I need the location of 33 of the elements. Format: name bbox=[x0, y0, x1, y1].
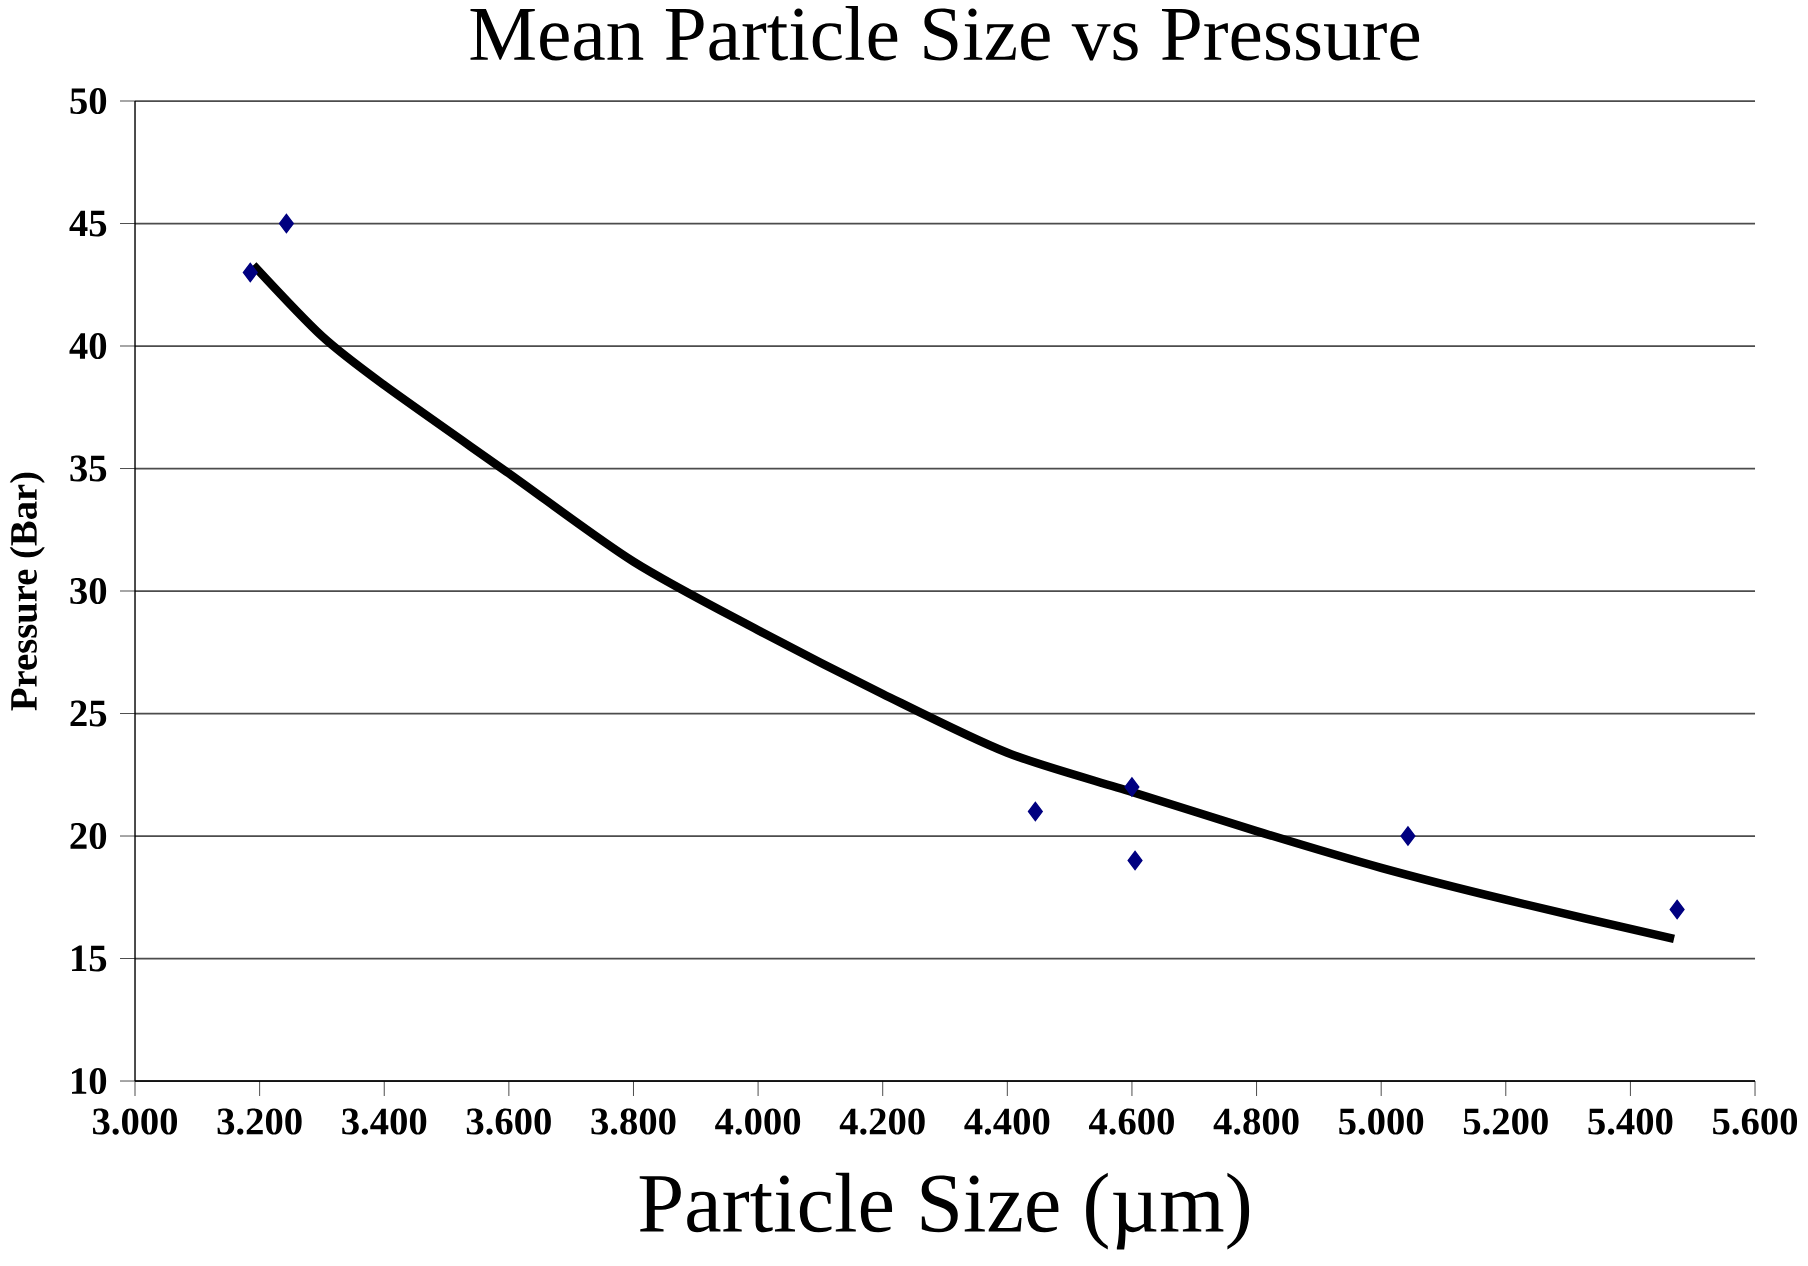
chart-title: Mean Particle Size vs Pressure bbox=[470, 6, 1420, 61]
y-tick-label: 15 bbox=[72, 945, 107, 972]
x-tick-label: 5.400 bbox=[1588, 1108, 1673, 1135]
x-tick-label: 5.600 bbox=[1713, 1108, 1798, 1135]
y-tick-label: 50 bbox=[70, 88, 107, 115]
x-tick-label: 4.600 bbox=[1088, 1108, 1174, 1135]
point bbox=[1027, 801, 1043, 822]
x-tick-label: 3.000 bbox=[92, 1108, 178, 1135]
y-tick-label: 20 bbox=[70, 823, 107, 850]
y-tick-label: 45 bbox=[69, 210, 107, 237]
point bbox=[1400, 826, 1416, 846]
point bbox=[242, 262, 258, 283]
y-tick-label: 10 bbox=[72, 1068, 107, 1095]
x-tick-label: 4.200 bbox=[839, 1108, 925, 1135]
y-axis-title: Pressure (Bar) bbox=[9, 472, 45, 711]
y-tick-label: 30 bbox=[70, 577, 107, 605]
x-tick-label: 4.400 bbox=[964, 1108, 1050, 1135]
y-tick-label: 40 bbox=[69, 332, 107, 360]
y-tick-label: 35 bbox=[70, 455, 107, 482]
y-tick-label: 25 bbox=[70, 700, 107, 727]
x-tick-label: 3.400 bbox=[342, 1108, 427, 1135]
x-tick-label: 5.200 bbox=[1463, 1108, 1548, 1135]
point bbox=[278, 213, 294, 234]
x-tick-label: 3.800 bbox=[591, 1108, 676, 1135]
point bbox=[1127, 850, 1143, 871]
x-tick-label: 3.200 bbox=[217, 1108, 302, 1135]
x-tick-label: 4.000 bbox=[715, 1108, 801, 1135]
x-axis-title: Particle Size (µm) bbox=[639, 1172, 1250, 1250]
x-tick-label: 4.800 bbox=[1213, 1108, 1299, 1135]
x-tick-label: 5.000 bbox=[1339, 1108, 1424, 1135]
point bbox=[1124, 777, 1140, 797]
point bbox=[1669, 899, 1685, 920]
x-tick-label: 3.600 bbox=[466, 1108, 551, 1135]
